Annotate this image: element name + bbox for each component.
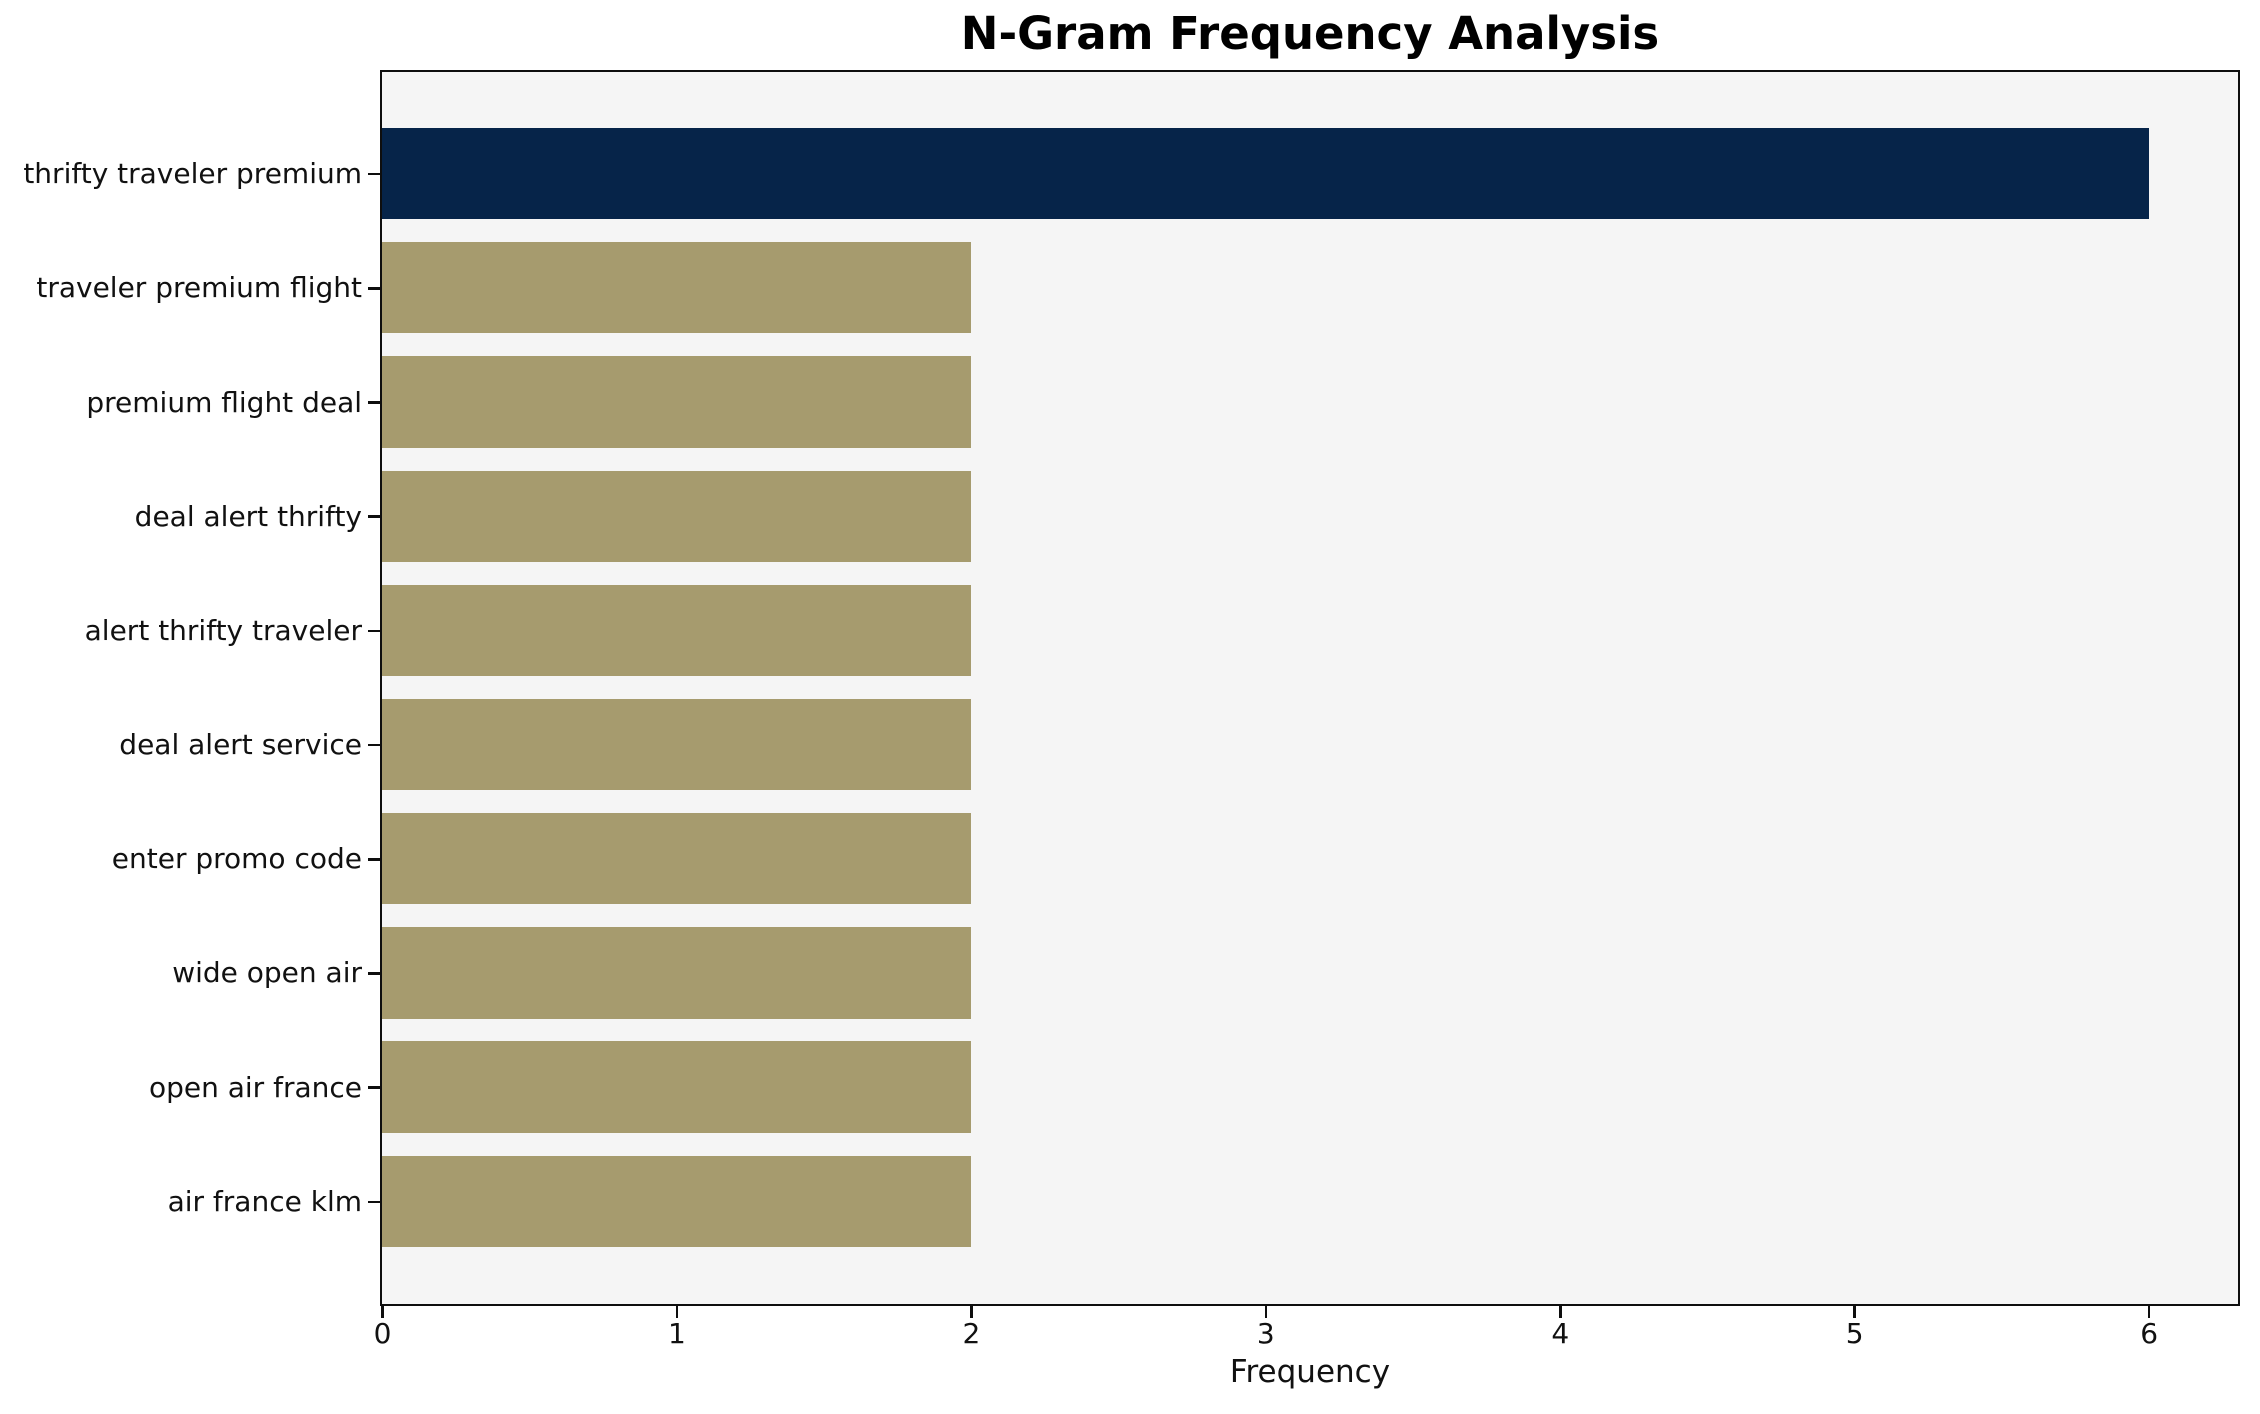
bar-enter-promo-code <box>382 813 971 905</box>
y-tick-label: enter promo code <box>111 842 362 876</box>
x-axis-label: Frequency <box>1229 1354 1391 1390</box>
x-tick-label: 6 <box>2140 1317 2159 1350</box>
x-tick-label: 5 <box>1845 1317 1864 1350</box>
y-tick-mark <box>368 858 380 861</box>
y-tick-mark <box>368 172 380 176</box>
x-tick-mark <box>1559 1306 1562 1318</box>
bar-deal-alert-service <box>382 698 971 791</box>
y-tick-label: traveler premium flight <box>36 271 362 305</box>
y-tick-mark <box>368 1086 380 1089</box>
plot-area <box>380 70 2240 1306</box>
y-tick-mark <box>368 1200 380 1204</box>
bar-premium-flight-deal <box>382 356 971 448</box>
x-tick-mark <box>2147 1306 2151 1318</box>
bar-traveler-premium-flight <box>382 242 971 334</box>
x-tick-mark <box>675 1306 679 1318</box>
x-tick-label: 0 <box>373 1317 392 1350</box>
y-tick-mark <box>368 972 380 975</box>
bar-wide-open-air <box>382 927 971 1019</box>
x-tick-label: 1 <box>668 1317 686 1350</box>
y-tick-label: air france klm <box>167 1184 362 1218</box>
x-tick-mark <box>381 1306 384 1318</box>
y-tick-mark <box>368 401 380 404</box>
y-tick-mark <box>368 515 380 518</box>
bar-air-france-klm <box>382 1155 971 1248</box>
x-tick-mark <box>1853 1306 1856 1318</box>
x-tick-label: 3 <box>1256 1317 1275 1350</box>
x-tick-label: 2 <box>962 1317 981 1350</box>
y-tick-mark <box>368 629 380 633</box>
x-tick-label: 4 <box>1551 1317 1570 1350</box>
bar-deal-alert-thrifty <box>382 470 971 562</box>
y-tick-mark <box>368 287 380 290</box>
y-tick-label: thrifty traveler premium <box>23 157 362 191</box>
bar-open-air-france <box>382 1041 971 1133</box>
x-tick-mark <box>970 1306 973 1318</box>
bar-thrifty-traveler-premium <box>382 127 2149 220</box>
chart-title: N-Gram Frequency Analysis <box>960 7 1660 60</box>
y-tick-mark <box>368 743 380 747</box>
y-tick-label: deal alert service <box>119 728 362 762</box>
y-tick-label: wide open air <box>172 956 362 990</box>
y-tick-label: alert thrifty traveler <box>84 613 362 647</box>
bar-alert-thrifty-traveler <box>382 584 971 677</box>
y-tick-label: deal alert thrifty <box>134 499 362 533</box>
y-tick-label: open air france <box>148 1070 362 1104</box>
y-tick-label: premium flight deal <box>86 385 362 419</box>
x-tick-mark <box>1264 1306 1268 1318</box>
